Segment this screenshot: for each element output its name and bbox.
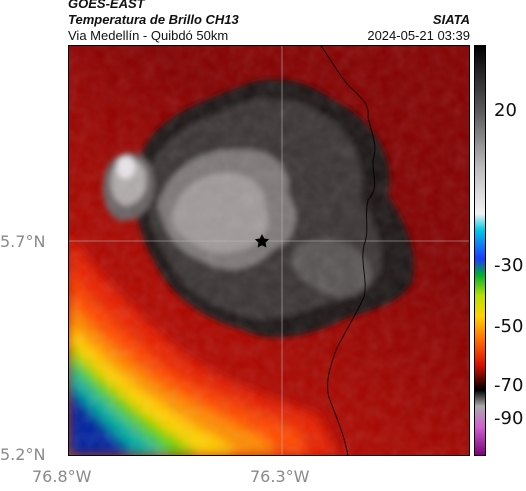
lon-tick-label: 76.8°W [32,467,92,486]
location-marker-icon [254,234,270,248]
colorbar-label: 20 [494,100,517,121]
satellite-title: GOES-EAST [68,0,145,11]
colorbar-label: -70 [494,375,524,396]
colorbar-label: -50 [494,316,524,337]
colorbar [474,45,486,456]
country-border [319,45,376,456]
agency-label: SIATA [432,12,470,27]
product-title: Temperatura de Brillo CH13 [68,12,239,27]
colorbar-label: -30 [494,255,524,276]
satellite-map[interactable] [68,45,470,456]
lat-tick-label: 5.2°N [0,445,46,464]
colorbar-label: -90 [494,408,524,429]
region-label: Via Medellín - Quibdó 50km [68,28,229,43]
lat-tick-label: 5.7°N [0,232,46,251]
lon-tick-label: 76.3°W [250,467,310,486]
datetime-label: 2024-05-21 03:39 [367,28,470,43]
